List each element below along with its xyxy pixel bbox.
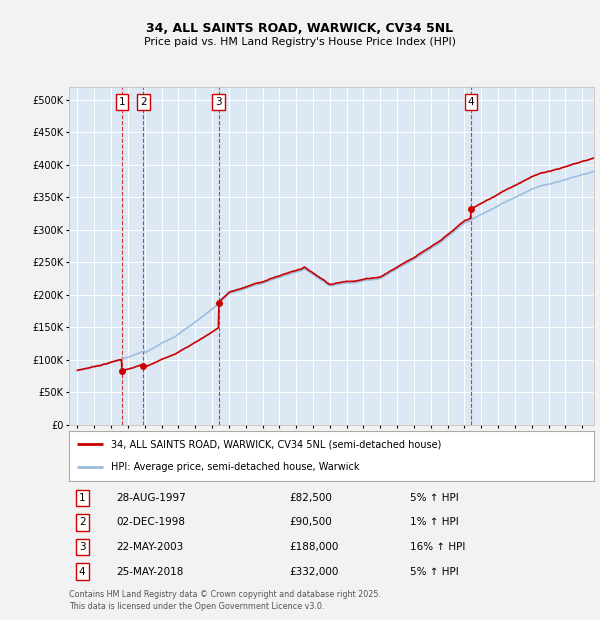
Text: 5% ↑ HPI: 5% ↑ HPI — [410, 567, 459, 577]
Text: 34, ALL SAINTS ROAD, WARWICK, CV34 5NL (semi-detached house): 34, ALL SAINTS ROAD, WARWICK, CV34 5NL (… — [111, 440, 442, 450]
Text: Contains HM Land Registry data © Crown copyright and database right 2025.
This d: Contains HM Land Registry data © Crown c… — [69, 590, 381, 611]
Text: 4: 4 — [79, 567, 85, 577]
Text: 3: 3 — [215, 97, 222, 107]
Text: 34, ALL SAINTS ROAD, WARWICK, CV34 5NL: 34, ALL SAINTS ROAD, WARWICK, CV34 5NL — [146, 22, 454, 35]
Text: £332,000: £332,000 — [290, 567, 339, 577]
Text: 22-MAY-2003: 22-MAY-2003 — [116, 542, 184, 552]
Text: 28-AUG-1997: 28-AUG-1997 — [116, 493, 186, 503]
Text: 2: 2 — [79, 518, 85, 528]
Text: 3: 3 — [79, 542, 85, 552]
Text: 02-DEC-1998: 02-DEC-1998 — [116, 518, 185, 528]
Text: 4: 4 — [467, 97, 475, 107]
Text: 2: 2 — [140, 97, 146, 107]
Text: HPI: Average price, semi-detached house, Warwick: HPI: Average price, semi-detached house,… — [111, 462, 359, 472]
Text: 1: 1 — [79, 493, 85, 503]
Text: 1: 1 — [119, 97, 125, 107]
Text: 16% ↑ HPI: 16% ↑ HPI — [410, 542, 466, 552]
Text: 25-MAY-2018: 25-MAY-2018 — [116, 567, 184, 577]
Text: £90,500: £90,500 — [290, 518, 332, 528]
Text: 5% ↑ HPI: 5% ↑ HPI — [410, 493, 459, 503]
Text: 1% ↑ HPI: 1% ↑ HPI — [410, 518, 459, 528]
Text: £188,000: £188,000 — [290, 542, 339, 552]
Text: £82,500: £82,500 — [290, 493, 332, 503]
Text: Price paid vs. HM Land Registry's House Price Index (HPI): Price paid vs. HM Land Registry's House … — [144, 37, 456, 47]
